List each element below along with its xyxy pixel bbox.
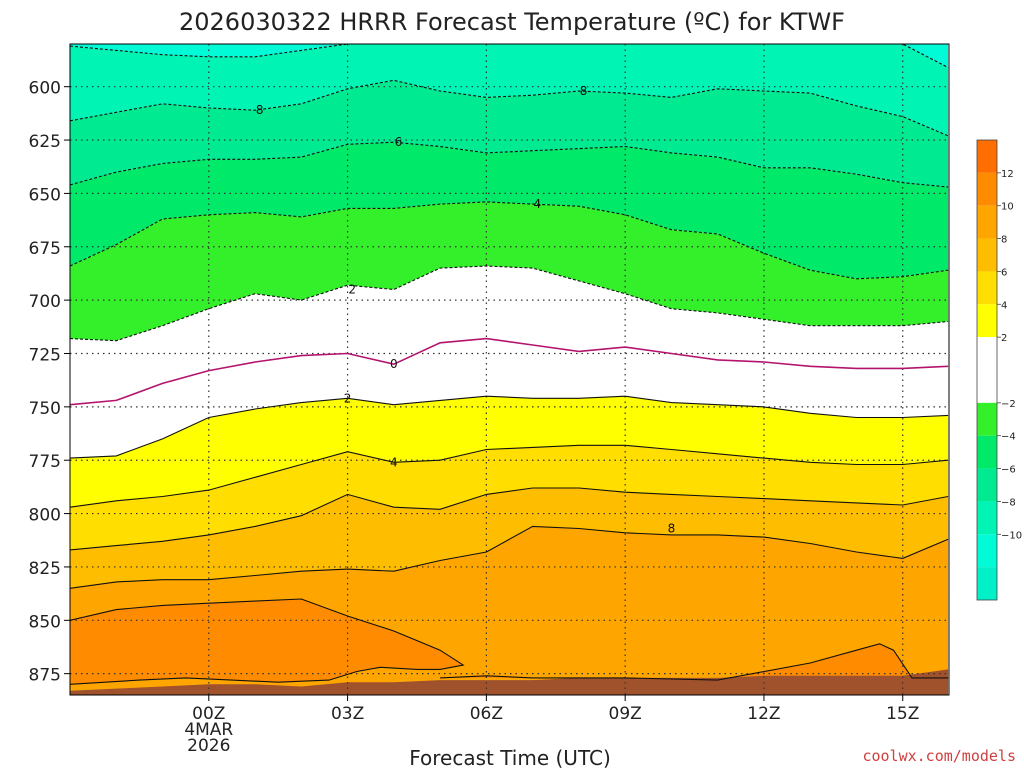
- colorbar-swatch--6: [977, 435, 997, 469]
- band-warm-pocket-2: [440, 643, 949, 681]
- y-tick-label-675: 675: [29, 239, 61, 259]
- chart-title: 2026030322 HRRR Forecast Temperature (ºC…: [179, 8, 845, 36]
- plot-frame: [69, 43, 950, 696]
- y-axis: 600 625 650 675 700 725 750 775 800 825 850 875: [29, 79, 70, 686]
- x-tick-label-9-0: 09Z: [609, 704, 642, 724]
- colorbar-label-6: −2: [1001, 399, 1016, 410]
- colorbar-label-5: 2: [1001, 333, 1007, 344]
- band--6-to--4: [70, 142, 949, 279]
- x-axis-label: Forecast Time (UTC): [409, 746, 611, 768]
- isotherm-lines: [70, 44, 949, 685]
- isotherm-4: [70, 444, 949, 508]
- colorbar-swatch--14: [977, 567, 997, 600]
- contour-label-7: 4: [390, 455, 398, 469]
- colorbar-frame: [976, 139, 998, 601]
- credit-text: coolwx.com/models: [862, 747, 1016, 765]
- band--8-to--6: [70, 80, 949, 187]
- isotherm-8: [70, 525, 949, 589]
- colorbar-label-0: 12: [1001, 169, 1014, 180]
- isotherm-warm-pocket: [70, 598, 465, 685]
- contour-labels: 8 8 6 4 2 0 2 4 8: [256, 84, 675, 536]
- band-2-to-4: [70, 396, 949, 508]
- terrain: [70, 669, 949, 695]
- colorbar-swatch--8: [977, 468, 997, 502]
- isotherm-0: [70, 337, 949, 406]
- colorbar-label-7: −4: [1001, 432, 1016, 443]
- x-tick-label-0-2: 2026: [187, 736, 230, 756]
- band-0-to-2: [70, 338, 949, 459]
- isotherm--10: [70, 44, 949, 68]
- colorbar-label-8: −6: [1001, 465, 1016, 476]
- x-tick-label-15-0: 15Z: [886, 704, 919, 724]
- contour-label-2: 6: [395, 135, 403, 149]
- colorbar-label-9: −8: [1001, 497, 1016, 508]
- contour-label-4: 2: [348, 282, 356, 296]
- isotherm--2: [70, 265, 949, 342]
- isotherm-warm-pocket-2: [440, 643, 949, 681]
- colorbar-label-10: −10: [1001, 530, 1022, 541]
- gridlines: [70, 44, 949, 695]
- x-tick-label-0-1: 4MAR: [184, 720, 233, 740]
- y-tick-label-625: 625: [29, 132, 61, 152]
- colorbar-swatch-0: [977, 337, 997, 370]
- colorbar-swatch-4: [977, 271, 997, 305]
- y-tick-label-800: 800: [29, 506, 61, 526]
- contour-label-0: 8: [256, 103, 264, 117]
- colorbar-swatch--4: [977, 402, 997, 436]
- band-below--10: [70, 44, 949, 68]
- isotherm-6: [70, 487, 949, 551]
- contour-label-3: 4: [533, 197, 541, 211]
- band-warm-pocket: [70, 599, 464, 685]
- colorbar-swatch--10: [977, 501, 997, 535]
- y-tick-label-600: 600: [29, 79, 61, 99]
- contour-label-1: 8: [580, 84, 588, 98]
- band--10-to--8: [70, 44, 949, 136]
- y-tick-label-725: 725: [29, 345, 61, 365]
- colorbar-swatch--12: [977, 534, 997, 568]
- isotherm-2: [70, 395, 949, 459]
- contour-label-5: 0: [390, 357, 398, 371]
- colorbar-swatch--2: [977, 370, 997, 403]
- colorbar: 12 10 8 6 4 2 −2 −4 −6 −8 −10: [976, 139, 1022, 601]
- isotherm--4: [70, 201, 949, 280]
- band-6-to-8: [70, 488, 949, 589]
- y-tick-label-850: 850: [29, 612, 61, 632]
- colorbar-label-4: 4: [1001, 300, 1007, 311]
- y-tick-label-775: 775: [29, 452, 61, 472]
- colorbar-label-2: 8: [1001, 235, 1007, 246]
- temperature-bands: [70, 44, 949, 695]
- contour-label-8: 8: [668, 522, 676, 536]
- y-tick-label-825: 825: [29, 559, 61, 579]
- colorbar-label-1: 10: [1001, 202, 1014, 213]
- x-tick-label-3-0: 03Z: [331, 704, 364, 724]
- colorbar-swatch-12: [977, 140, 997, 173]
- colorbar-swatch-6: [977, 238, 997, 272]
- x-tick-label-0-0: 00Z: [192, 704, 225, 724]
- y-tick-label-700: 700: [29, 292, 61, 312]
- colorbar-swatch-2: [977, 304, 997, 338]
- isotherm--8: [70, 79, 949, 137]
- y-tick-label-875: 875: [29, 666, 61, 686]
- contour-label-6: 2: [344, 391, 352, 405]
- band--4-to--2: [70, 201, 949, 341]
- colorbar-swatch-8: [977, 205, 997, 239]
- colorbar-swatch-10: [977, 172, 997, 206]
- y-tick-label-650: 650: [29, 185, 61, 205]
- x-tick-label-12-0: 12Z: [747, 704, 780, 724]
- y-tick-label-750: 750: [29, 399, 61, 419]
- band-4-to-6: [70, 445, 949, 550]
- band--2-to-0: [70, 266, 949, 405]
- x-tick-label-6-0: 06Z: [470, 704, 503, 724]
- colorbar-label-3: 6: [1001, 267, 1007, 278]
